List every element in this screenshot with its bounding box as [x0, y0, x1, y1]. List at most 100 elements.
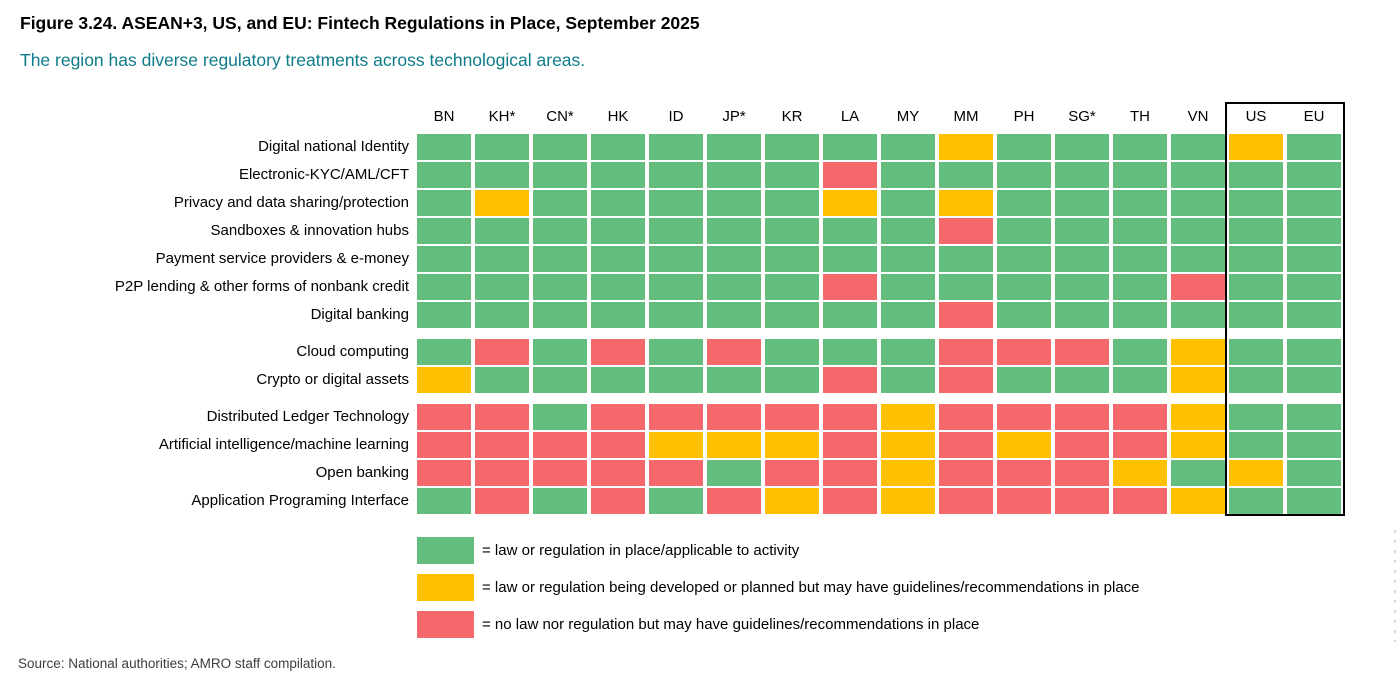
- heatmap-cell-HK: [591, 274, 645, 300]
- heatmap-cell-TH: [1113, 218, 1167, 244]
- heatmap-cell-JP: [707, 162, 761, 188]
- heatmap-cell-VN: [1171, 432, 1225, 458]
- heatmap-cell-VN: [1171, 190, 1225, 216]
- column-header-JP: JP*: [722, 108, 746, 125]
- heatmap-cell-JP: [707, 218, 761, 244]
- column-header-CN: CN*: [546, 108, 574, 125]
- heatmap-cell-SG: [1055, 460, 1109, 486]
- heatmap-cell-MM: [939, 367, 993, 393]
- page-edge-dots: [1394, 530, 1396, 642]
- heatmap-cell-MM: [939, 190, 993, 216]
- heatmap-cell-PH: [997, 302, 1051, 328]
- row-label: Privacy and data sharing/protection: [173, 194, 409, 211]
- heatmap-cell-TH: [1113, 246, 1167, 272]
- heatmap-cell-VN: [1171, 460, 1225, 486]
- heatmap-cell-ID: [649, 367, 703, 393]
- heatmap-cell-MY: [881, 246, 935, 272]
- row-label: Digital banking: [310, 306, 409, 323]
- heatmap-cell-SG: [1055, 432, 1109, 458]
- heatmap-cell-KR: [765, 488, 819, 514]
- heatmap-cell-ID: [649, 302, 703, 328]
- heatmap-cell-KH: [475, 218, 529, 244]
- heatmap-cell-KH: [475, 432, 529, 458]
- heatmap-cell-JP: [707, 488, 761, 514]
- heatmap-cell-VN: [1171, 488, 1225, 514]
- heatmap-cell-PH: [997, 367, 1051, 393]
- heatmap-row: P2P lending & other forms of nonbank cre…: [0, 274, 1400, 300]
- heatmap-cell-KH: [475, 339, 529, 365]
- legend-swatch-green: [417, 537, 474, 564]
- heatmap-cell-TH: [1113, 190, 1167, 216]
- row-label: Cloud computing: [296, 343, 409, 360]
- row-label: Crypto or digital assets: [256, 371, 409, 388]
- heatmap-cell-KR: [765, 218, 819, 244]
- column-header-EU: EU: [1303, 108, 1325, 125]
- heatmap-cell-BN: [417, 274, 471, 300]
- figure-subtitle: The region has diverse regulatory treatm…: [20, 50, 586, 70]
- heatmap-cell-US: [1229, 218, 1283, 244]
- heatmap-row: Open banking: [0, 460, 1400, 486]
- heatmap-cell-TH: [1113, 404, 1167, 430]
- heatmap-row: Digital banking: [0, 302, 1400, 328]
- heatmap-cell-MY: [881, 218, 935, 244]
- heatmap-cell-ID: [649, 274, 703, 300]
- heatmap-cell-TH: [1113, 488, 1167, 514]
- column-header-BN: BN: [433, 108, 455, 125]
- heatmap-cell-MM: [939, 162, 993, 188]
- column-header-KR: KR: [781, 108, 803, 125]
- heatmap-cell-KH: [475, 488, 529, 514]
- column-header-MM: MM: [953, 108, 979, 125]
- heatmap-cell-ID: [649, 134, 703, 160]
- heatmap-cell-JP: [707, 246, 761, 272]
- heatmap-cell-MM: [939, 302, 993, 328]
- legend-swatch-red: [417, 611, 474, 638]
- heatmap-cell-LA: [823, 460, 877, 486]
- heatmap-cell-KH: [475, 367, 529, 393]
- heatmap-cell-TH: [1113, 339, 1167, 365]
- heatmap-cell-MM: [939, 274, 993, 300]
- heatmap-cell-HK: [591, 339, 645, 365]
- heatmap-cell-MY: [881, 367, 935, 393]
- heatmap-cell-BN: [417, 302, 471, 328]
- heatmap-cell-BN: [417, 134, 471, 160]
- heatmap-cell-KR: [765, 274, 819, 300]
- column-header-SG: SG*: [1068, 108, 1096, 125]
- heatmap-cell-EU: [1287, 190, 1341, 216]
- heatmap-cell-JP: [707, 274, 761, 300]
- heatmap-cell-PH: [997, 339, 1051, 365]
- heatmap-cell-LA: [823, 367, 877, 393]
- heatmap-cell-JP: [707, 134, 761, 160]
- heatmap-cell-ID: [649, 246, 703, 272]
- heatmap-cell-EU: [1287, 218, 1341, 244]
- heatmap-cell-LA: [823, 162, 877, 188]
- heatmap-row: Electronic-KYC/AML/CFT: [0, 162, 1400, 188]
- heatmap-row: Distributed Ledger Technology: [0, 404, 1400, 430]
- heatmap-cell-SG: [1055, 404, 1109, 430]
- heatmap-cell-HK: [591, 190, 645, 216]
- heatmap-cell-MM: [939, 339, 993, 365]
- heatmap-cell-US: [1229, 488, 1283, 514]
- heatmap-cell-MM: [939, 488, 993, 514]
- heatmap-cell-MY: [881, 162, 935, 188]
- heatmap-cell-SG: [1055, 488, 1109, 514]
- heatmap-cell-MY: [881, 190, 935, 216]
- heatmap-cell-PH: [997, 246, 1051, 272]
- heatmap-cell-PH: [997, 190, 1051, 216]
- column-header-MY: MY: [896, 108, 920, 125]
- heatmap-cell-EU: [1287, 404, 1341, 430]
- heatmap-cell-JP: [707, 432, 761, 458]
- legend-label: = law or regulation being developed or p…: [482, 579, 1140, 596]
- heatmap-cell-US: [1229, 246, 1283, 272]
- heatmap-cell-BN: [417, 404, 471, 430]
- column-header-TH: TH: [1130, 108, 1150, 125]
- heatmap-cell-JP: [707, 339, 761, 365]
- heatmap-cell-CN: [533, 488, 587, 514]
- heatmap-row: Crypto or digital assets: [0, 367, 1400, 393]
- heatmap-cell-TH: [1113, 162, 1167, 188]
- heatmap-cell-SG: [1055, 218, 1109, 244]
- heatmap-cell-HK: [591, 404, 645, 430]
- heatmap-cell-MY: [881, 274, 935, 300]
- heatmap-cell-ID: [649, 339, 703, 365]
